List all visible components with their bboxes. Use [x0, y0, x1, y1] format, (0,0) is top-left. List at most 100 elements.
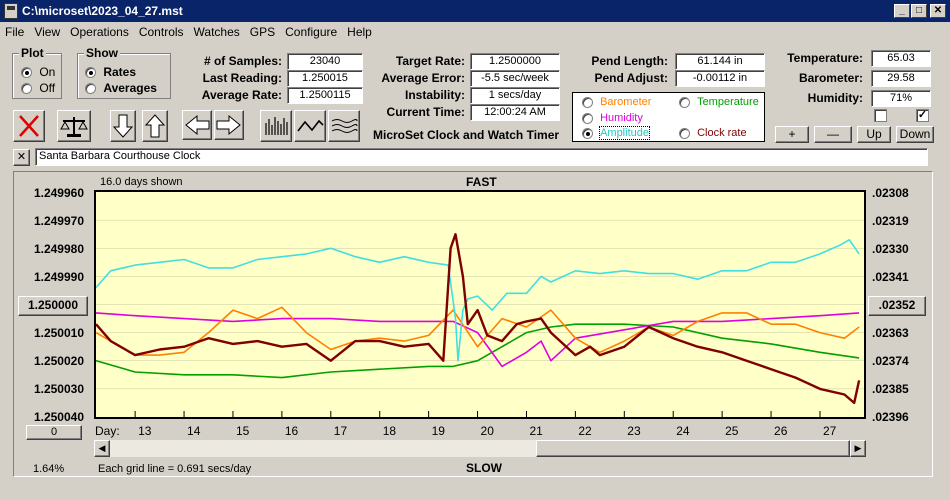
- menu-controls[interactable]: Controls: [138, 25, 184, 39]
- right-center-button[interactable]: .02352: [868, 296, 926, 316]
- humidity-label: Humidity:: [807, 91, 863, 105]
- scroll-right-arrow[interactable]: ▶: [850, 440, 866, 457]
- day-label: 27: [822, 424, 837, 438]
- day-label: 22: [578, 424, 592, 438]
- target-rate-label: Target Rate:: [395, 54, 465, 68]
- menu-file[interactable]: File: [5, 25, 25, 39]
- scrollbar-thumb[interactable]: [536, 440, 850, 457]
- day-label: 14: [187, 424, 201, 438]
- rate-chart: [95, 219, 864, 417]
- multi-line-view-button[interactable]: [328, 110, 360, 142]
- scroll-left-button[interactable]: [182, 110, 212, 140]
- amplitude-legend-label: Amplitude: [599, 126, 650, 140]
- average-error-label: Average Error:: [381, 71, 465, 85]
- checkbox-right[interactable]: ✓: [916, 109, 929, 122]
- y-left-tick: 1.250020: [33, 354, 84, 368]
- plus-button[interactable]: +: [775, 126, 809, 143]
- maximize-button[interactable]: □: [911, 4, 927, 18]
- temperature-field: 65.03: [871, 50, 931, 67]
- scroll-up-button[interactable]: [142, 110, 168, 142]
- y-right-tick: .02374: [872, 354, 909, 368]
- clock-name-input[interactable]: Santa Barbara Courthouse Clock: [35, 148, 928, 166]
- menu-operations[interactable]: Operations: [70, 25, 129, 39]
- series-line-barometer: [95, 306, 860, 356]
- y-right-tick: .02319: [872, 214, 909, 228]
- plot-on-option[interactable]: On: [21, 65, 55, 79]
- instability-field: 1 secs/day: [470, 87, 560, 104]
- show-averages-radio[interactable]: [85, 83, 96, 95]
- scroll-right-button[interactable]: [214, 110, 244, 140]
- wave-lines-icon: [331, 119, 358, 133]
- percent-label: 1.64%: [33, 463, 65, 475]
- menu-bar: File View Operations Controls Watches GPS Conf…: [0, 22, 950, 42]
- close-button[interactable]: ✕: [930, 4, 946, 18]
- minus-button[interactable]: —: [814, 126, 852, 143]
- temperature-legend-label: Temperature: [697, 96, 759, 108]
- barometer-field: 29.58: [871, 70, 931, 87]
- temperature-label: Temperature:: [787, 51, 863, 65]
- humidity-radio[interactable]: [582, 112, 593, 124]
- y-left-tick: 1.249990: [33, 270, 84, 284]
- show-rates-label: Rates: [103, 65, 137, 79]
- pend-length-label: Pend Length:: [591, 54, 668, 68]
- plot-off-label: Off: [39, 81, 56, 95]
- legend-barometer[interactable]: Barometer: [582, 96, 651, 108]
- down-button[interactable]: Down: [896, 126, 934, 143]
- center-rate-button[interactable]: 1.250000: [18, 296, 88, 316]
- balance-button[interactable]: [57, 110, 91, 142]
- line-view-button[interactable]: [294, 110, 326, 142]
- current-time-label: Current Time:: [386, 105, 465, 119]
- day-label: 21: [529, 424, 543, 438]
- up-button[interactable]: Up: [857, 126, 891, 143]
- menu-gps[interactable]: GPS: [249, 25, 276, 39]
- checkbox-left[interactable]: [874, 109, 887, 122]
- legend-amplitude[interactable]: Amplitude: [582, 126, 650, 140]
- barometer-label: Barometer:: [798, 71, 863, 85]
- day-label: 15: [235, 424, 250, 438]
- chart-panel: [13, 171, 933, 477]
- y-right-tick: .02385: [872, 382, 909, 396]
- menu-help[interactable]: Help: [347, 25, 372, 39]
- y-right-tick: .02330: [872, 242, 909, 256]
- average-rate-label: Average Rate:: [201, 88, 282, 102]
- fast-label: FAST: [466, 175, 497, 189]
- show-rates-radio[interactable]: [85, 67, 96, 79]
- title-bar: C:\microset\2023_04_27.mst: [0, 0, 950, 22]
- pend-adjust-label: Pend Adjust:: [594, 71, 668, 85]
- y-right-tick: .02341: [872, 270, 909, 284]
- line-graph-icon: [297, 119, 324, 132]
- show-rates-option[interactable]: Rates: [85, 65, 136, 79]
- instability-label: Instability:: [404, 88, 465, 102]
- humidity-field: 71%: [871, 90, 931, 107]
- plot-off-radio[interactable]: [21, 83, 32, 95]
- clear-name-button[interactable]: ✕: [13, 149, 30, 166]
- clock-rate-radio[interactable]: [679, 127, 690, 139]
- plot-off-option[interactable]: Off: [21, 81, 55, 95]
- legend-humidity[interactable]: Humidity: [582, 112, 643, 124]
- average-error-field: -5.5 sec/week: [470, 70, 560, 87]
- day-label: 16: [284, 424, 299, 438]
- day-label: 20: [480, 424, 494, 438]
- barometer-radio[interactable]: [582, 96, 593, 108]
- temperature-radio[interactable]: [679, 96, 690, 108]
- scroll-down-button[interactable]: [110, 110, 136, 142]
- menu-configure[interactable]: Configure: [285, 25, 338, 39]
- legend-temperature[interactable]: Temperature: [679, 96, 759, 108]
- show-averages-option[interactable]: Averages: [85, 81, 157, 95]
- day-label: 13: [138, 424, 152, 438]
- arrow-left-icon: [185, 114, 210, 136]
- menu-watches[interactable]: Watches: [193, 25, 240, 39]
- scroll-left-arrow[interactable]: ◀: [94, 440, 110, 457]
- y-left-tick: 1.250030: [33, 382, 84, 396]
- bars-view-button[interactable]: [260, 110, 292, 142]
- current-time-field: 12:00:24 AM: [470, 104, 560, 121]
- minimize-button[interactable]: _: [894, 4, 910, 18]
- stop-button[interactable]: [13, 110, 45, 142]
- day-label: 19: [431, 424, 445, 438]
- legend-clock-rate[interactable]: Clock rate: [679, 127, 747, 139]
- plot-on-radio[interactable]: [21, 67, 32, 79]
- amplitude-radio[interactable]: [582, 127, 593, 139]
- zero-button[interactable]: 0: [26, 425, 82, 440]
- menu-view[interactable]: View: [34, 25, 61, 39]
- day-label: 17: [333, 424, 348, 438]
